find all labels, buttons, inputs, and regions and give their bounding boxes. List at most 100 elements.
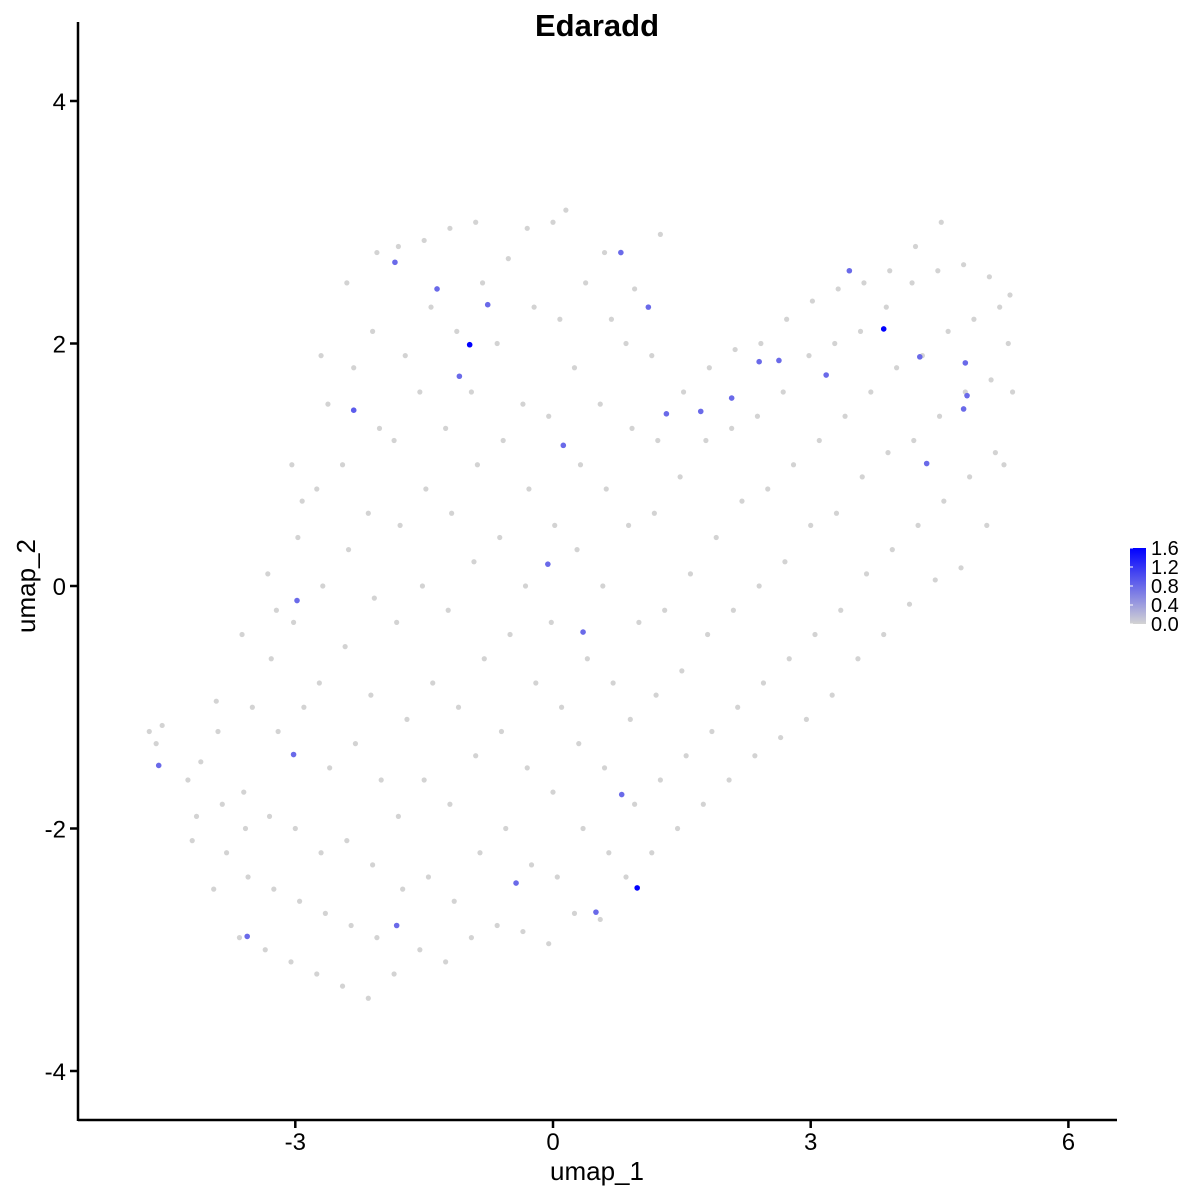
cell-point [835,286,841,292]
expressed-cell-point [560,442,567,449]
expressed-cell-point [756,358,762,365]
cell-point [288,959,294,965]
cell-point [597,401,603,407]
cell-point [576,741,582,747]
cell-point [531,304,537,310]
colorbar-label: 0.0 [1151,614,1179,636]
cell-point [677,474,683,480]
cell-point [941,498,947,504]
cell-point [911,437,917,444]
colorbar [1130,548,1146,624]
cell-point [368,692,374,698]
cell-point [242,825,249,832]
colorbar-label: 1.2 [1151,557,1179,579]
cell-point [376,425,383,431]
cell-point [752,753,758,759]
cell-point [732,346,738,353]
cell-point [552,522,558,528]
cell-point [507,631,513,638]
cell-point [428,304,434,310]
cell-point [861,280,867,286]
cell-point [455,704,462,710]
cell-point [374,249,380,256]
expressed-cell-point [880,326,887,332]
cell-point [339,983,346,989]
cell-point [271,886,277,892]
cell-point [430,680,436,686]
expressed-cell-point [663,411,670,417]
expressed-cell-point [350,407,357,413]
expressed-cell-point [728,395,735,401]
cell-point [679,668,685,674]
cell-point [262,947,268,953]
cell-point [829,692,835,698]
cell-point [468,389,474,395]
cell-point [374,935,380,941]
cell-point [318,850,324,856]
cell-point [1005,340,1011,347]
cell-point [610,680,616,686]
cell-point [327,765,333,771]
cell-point [159,722,165,729]
cell-point [395,813,401,819]
cell-point [812,631,818,638]
x-tick-label: 3 [804,1129,817,1156]
expressed-cell-point [823,372,829,378]
cell-point [571,910,578,916]
cell-point [378,777,384,783]
cell-point [550,219,556,225]
cell-point [447,801,453,807]
cell-point [945,328,951,334]
cell-point [603,486,609,492]
cell-point [494,340,500,347]
cell-point [935,268,941,274]
cell-point [554,874,560,880]
cell-point [245,874,251,880]
cell-point [1009,389,1016,395]
expressed-cell-point [593,909,599,915]
cell-point [241,789,247,795]
cell-point [938,219,944,225]
cell-point [477,850,483,856]
cell-point [881,631,887,638]
expressed-cell-point [244,933,250,940]
cell-point [729,425,735,431]
cell-point [868,389,874,395]
cell-point [780,389,786,395]
cell-point [522,583,529,589]
cell-point [421,237,427,244]
cell-point [909,280,915,286]
cell-point [936,413,943,419]
cell-point [632,286,638,292]
cell-point [292,825,298,832]
cell-point [275,728,281,735]
cell-point [657,777,663,783]
cell-point [301,704,307,710]
expressed-cell-point [960,406,967,412]
cell-point [988,377,994,383]
cell-point [784,316,790,322]
cell-point [316,680,322,686]
expressed-cell-point [580,629,586,635]
cell-point [268,656,274,662]
cell-point [608,316,615,322]
cell-point [705,631,711,638]
cell-point [417,947,423,953]
cell-point [680,389,687,395]
expressed-cell-point [962,360,969,366]
cell-point [417,389,423,395]
cell-point [790,462,797,468]
cell-point [683,753,689,759]
cell-point [520,928,526,935]
cell-point [971,316,977,322]
cell-point [597,916,603,923]
cell-point [400,886,406,892]
chart-title: Edaradd [535,8,659,43]
cell-point [468,935,474,941]
cell-point [632,801,638,807]
cell-point [687,571,694,577]
cell-point [348,922,354,929]
cell-point [290,619,297,625]
cell-point [627,716,633,722]
cell-point [474,462,481,468]
